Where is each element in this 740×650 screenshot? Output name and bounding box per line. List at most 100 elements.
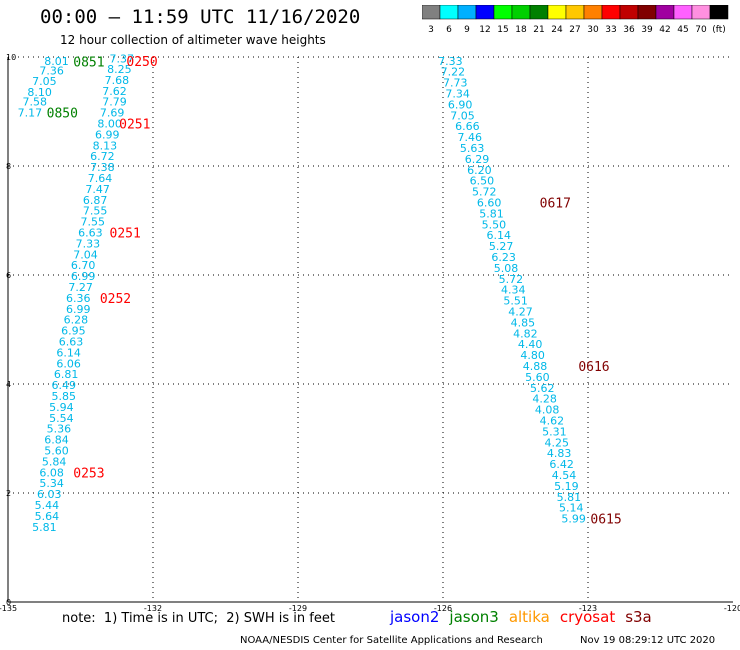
- color-scale-label: 24: [551, 25, 563, 35]
- wave-height-value: 5.72: [499, 273, 524, 286]
- wave-height-value: 8.10: [27, 86, 52, 99]
- time-label: 0251: [119, 117, 150, 132]
- color-scale-label: 3: [428, 25, 434, 35]
- legend-jason2: jason2: [390, 608, 440, 626]
- wave-height-value: 8.25: [107, 63, 132, 76]
- wave-height-value: 7.33: [438, 55, 463, 68]
- wave-height-value: 5.51: [503, 295, 527, 308]
- wave-height-value: 6.90: [448, 98, 473, 111]
- satellite-legend: jason2 jason3 altika cryosat s3a: [390, 608, 662, 626]
- wave-height-value: 7.55: [81, 216, 106, 229]
- wave-height-value: 6.87: [83, 194, 108, 207]
- wave-height-value: 6.99: [71, 270, 96, 283]
- time-label: 0851: [73, 55, 104, 70]
- x-tick-label: -132: [144, 604, 162, 613]
- wave-height-value: 4.40: [518, 338, 543, 351]
- wave-height-value: 5.31: [542, 425, 567, 438]
- color-swatch: [457, 5, 477, 20]
- wave-height-value: 7.69: [100, 107, 125, 120]
- color-swatch: [547, 5, 567, 20]
- wave-height-value: 4.27: [508, 306, 533, 319]
- wave-height-value: 4.83: [547, 447, 572, 460]
- y-tick-label: 10: [6, 53, 16, 62]
- wave-height-value: 7.62: [102, 85, 127, 98]
- color-scale-label: 33: [605, 25, 616, 35]
- color-scale-label: 12: [479, 25, 490, 35]
- wave-height-value: 6.99: [66, 303, 91, 316]
- wave-height-value: 5.60: [44, 444, 69, 457]
- wave-height-value: 6.66: [455, 120, 480, 133]
- wave-height-value: 6.29: [465, 153, 490, 166]
- color-scale-label: 15: [497, 25, 508, 35]
- color-scale-label: 39: [641, 25, 653, 35]
- color-scale-label: 36: [623, 25, 635, 35]
- wave-height-value: 7.34: [445, 88, 470, 101]
- wave-height-value: 7.37: [110, 53, 135, 66]
- wave-height-value: 6.70: [71, 259, 96, 272]
- wave-height-value: 6.23: [491, 251, 516, 264]
- color-scale-label: 27: [569, 25, 580, 35]
- footer-credit: NOAA/NESDIS Center for Satellite Applica…: [240, 635, 543, 646]
- wave-height-value: 6.14: [487, 229, 512, 242]
- wave-height-value: 5.34: [39, 477, 64, 490]
- y-tick-label: 2: [6, 489, 11, 498]
- time-label: 0251: [110, 226, 141, 241]
- color-swatch: [583, 5, 603, 20]
- wave-height-value: 7.05: [450, 109, 475, 122]
- wave-height-value: 7.05: [32, 75, 57, 88]
- wave-height-value: 8.01: [44, 55, 69, 68]
- time-label: 0250: [126, 55, 157, 70]
- wave-height-value: 7.79: [102, 96, 127, 109]
- wave-height-value: 5.60: [525, 371, 550, 384]
- x-tick-label: -123: [579, 604, 597, 613]
- wave-height-value: 5.14: [559, 502, 584, 515]
- color-swatch: [655, 5, 675, 20]
- y-tick-label: 0: [6, 598, 11, 607]
- wave-height-value: 4.85: [511, 316, 535, 329]
- time-label: 0850: [47, 107, 78, 122]
- wave-height-value: 6.03: [37, 488, 62, 501]
- wave-height-value: 6.14: [56, 346, 80, 359]
- wave-height-value: 5.72: [472, 186, 497, 199]
- color-swatch: [439, 5, 459, 20]
- wave-height-value: 6.84: [44, 434, 69, 447]
- wave-height-value: 6.20: [467, 164, 492, 177]
- wave-height-value: 7.46: [458, 131, 483, 144]
- wave-height-value: 6.60: [477, 197, 502, 210]
- color-scale-label: 70: [695, 25, 707, 35]
- y-tick-label: 8: [6, 162, 11, 171]
- wave-height-value: 7.33: [76, 237, 101, 250]
- footer-timestamp: Nov 19 08:29:12 UTC 2020: [580, 635, 716, 646]
- wave-height-value: 4.34: [501, 284, 526, 297]
- axis-tick-labels: -135 -132 -129 -126 -123 -120 0 2 4 6 8 10: [0, 53, 740, 613]
- chart-subtitle: 12 hour collection of altimeter wave hei…: [60, 33, 326, 47]
- wave-height-value: 4.28: [532, 393, 557, 406]
- wave-height-value: 7.22: [441, 66, 466, 79]
- wave-height-value: 7.73: [443, 77, 468, 90]
- wave-height-value: 7.58: [23, 96, 48, 109]
- wave-height-value: 6.06: [56, 357, 80, 370]
- wave-height-value: 4.54: [552, 469, 577, 482]
- wave-height-value: 7.47: [85, 183, 110, 196]
- color-swatch: [475, 5, 495, 20]
- color-swatch: [529, 5, 549, 20]
- legend-jason3: jason3: [449, 608, 499, 626]
- wave-height-value: 6.28: [64, 314, 88, 327]
- color-swatch: [637, 5, 657, 20]
- wave-height-value: 5.81: [557, 491, 582, 504]
- wave-height-value: 4.82: [513, 327, 538, 340]
- color-swatch: [709, 5, 729, 20]
- wave-height-value: 5.36: [47, 423, 72, 436]
- color-swatch: [565, 5, 585, 20]
- wave-height-value: 7.64: [88, 172, 113, 185]
- color-scale-label: 30: [587, 25, 599, 35]
- color-scale-bar: 3 6 9 12 15 18 21 24 27 30 33 36 39 42 45 70 (ft): [422, 5, 729, 35]
- wave-height-value: 4.62: [540, 415, 565, 428]
- y-tick-label: 4: [6, 380, 11, 389]
- y-tick-label: 6: [6, 271, 11, 280]
- wave-height-value: 5.27: [489, 240, 513, 253]
- wave-height-value: 6.99: [95, 128, 120, 141]
- wave-height-value: 5.99: [561, 513, 586, 526]
- x-tick-label: -135: [0, 604, 17, 613]
